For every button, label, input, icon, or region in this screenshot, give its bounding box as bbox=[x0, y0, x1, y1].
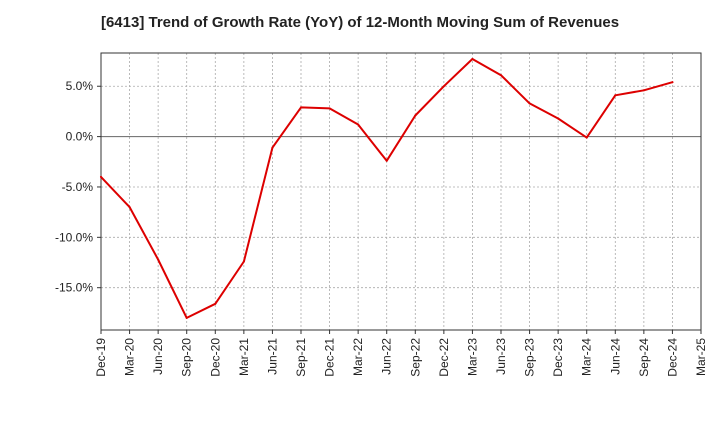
x-tick-label: Dec-20 bbox=[208, 338, 222, 377]
x-tick-label: Mar-20 bbox=[123, 338, 137, 376]
y-tick-label: -10.0% bbox=[55, 230, 93, 244]
data-point bbox=[557, 117, 560, 120]
data-point bbox=[642, 89, 645, 92]
x-tick-label: Jun-21 bbox=[265, 338, 279, 375]
data-point bbox=[442, 85, 445, 88]
plot-frame bbox=[100, 52, 702, 331]
data-point bbox=[157, 258, 160, 261]
data-point bbox=[471, 58, 474, 61]
x-tick-label: Sep-20 bbox=[180, 338, 194, 377]
x-tick-label: Sep-22 bbox=[408, 338, 422, 377]
y-tick-label: -15.0% bbox=[55, 281, 93, 295]
data-point bbox=[271, 146, 274, 149]
data-point bbox=[300, 106, 302, 109]
x-tick-label: Dec-19 bbox=[94, 338, 108, 377]
x-tick-label: Mar-22 bbox=[351, 338, 365, 376]
data-point bbox=[185, 316, 188, 319]
y-tick-label: 0.0% bbox=[66, 130, 94, 144]
x-tick-label: Mar-23 bbox=[465, 338, 479, 376]
x-tick-label: Jun-20 bbox=[151, 338, 165, 375]
x-tick-label: Mar-24 bbox=[580, 338, 594, 376]
data-point bbox=[585, 136, 588, 139]
x-tick-label: Jun-24 bbox=[608, 338, 622, 375]
y-tick-label: -5.0% bbox=[62, 180, 94, 194]
data-point bbox=[500, 74, 502, 77]
x-tick-label: Mar-25 bbox=[694, 338, 708, 376]
x-tick-label: Dec-21 bbox=[323, 338, 337, 377]
data-point bbox=[528, 102, 531, 105]
x-tick-label: Dec-24 bbox=[665, 338, 679, 377]
x-tick-label: Dec-22 bbox=[437, 338, 451, 377]
x-tick-label: Jun-23 bbox=[494, 338, 508, 375]
data-point bbox=[614, 94, 617, 97]
data-point bbox=[414, 114, 417, 117]
data-point bbox=[385, 159, 388, 162]
x-tick-label: Mar-21 bbox=[237, 338, 251, 376]
data-point bbox=[328, 107, 331, 110]
data-point bbox=[671, 81, 674, 84]
x-tick-label: Sep-24 bbox=[637, 338, 651, 377]
x-tick-label: Sep-21 bbox=[294, 338, 308, 377]
x-tick-label: Sep-23 bbox=[523, 338, 537, 377]
data-point bbox=[214, 302, 217, 305]
data-point bbox=[357, 123, 360, 126]
data-point bbox=[128, 206, 131, 209]
data-point bbox=[242, 260, 245, 263]
x-tick-label: Dec-23 bbox=[551, 338, 565, 377]
data-point bbox=[100, 175, 102, 178]
x-tick-label: Jun-22 bbox=[380, 338, 394, 375]
chart-title: [6413] Trend of Growth Rate (YoY) of 12-… bbox=[100, 14, 620, 31]
y-tick-label: 5.0% bbox=[66, 79, 94, 93]
